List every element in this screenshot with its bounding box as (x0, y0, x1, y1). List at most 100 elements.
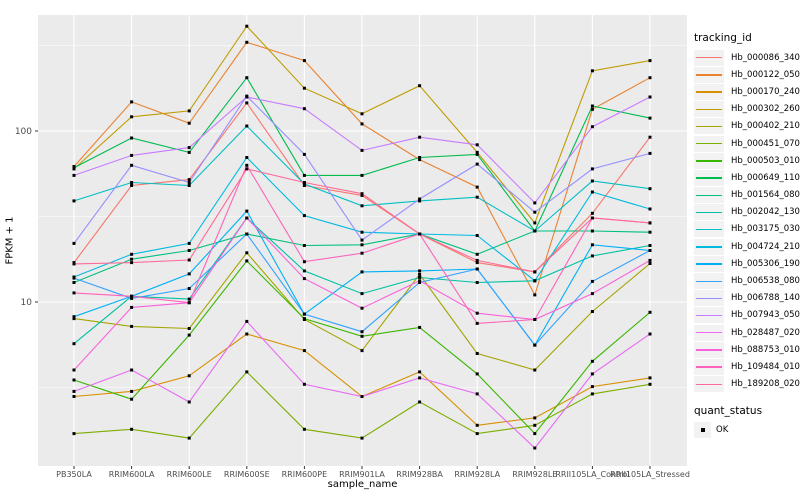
data-point-marker (360, 243, 364, 247)
data-point-marker (302, 173, 306, 177)
legend-key-line-icon (694, 307, 724, 324)
x-tick-label: RRIM928LA (454, 470, 500, 479)
data-point-marker (475, 162, 479, 166)
data-point-marker (590, 372, 594, 376)
data-point-marker (648, 221, 652, 225)
data-point-marker (418, 325, 422, 329)
data-point-marker (360, 270, 364, 274)
data-point-marker (245, 40, 249, 44)
data-point-marker (475, 143, 479, 147)
data-point-marker (187, 297, 191, 301)
data-point-marker (360, 330, 364, 334)
data-point-marker (533, 368, 537, 372)
data-point-marker (72, 317, 76, 321)
legend-item-label: Hb_005306_190 (731, 258, 800, 269)
data-point-marker (302, 260, 306, 264)
legend-item-Hb_004724_210: Hb_004724_210 (694, 238, 800, 255)
data-point-marker (360, 193, 364, 197)
legend-key-line-icon (694, 273, 724, 290)
data-point-marker (302, 312, 306, 316)
data-point-marker (72, 389, 76, 393)
data-point-marker (590, 279, 594, 283)
data-point-marker (590, 104, 594, 108)
data-point-marker (187, 184, 191, 187)
data-point-marker (245, 163, 249, 167)
legend-items-tracking: Hb_000086_340 Hb_000122_050 Hb_000170_240 H… (694, 49, 800, 393)
data-point-marker (245, 319, 249, 323)
data-point-marker (187, 178, 191, 182)
data-point-marker (418, 199, 422, 203)
legend-item-label: Hb_002042_130 (731, 207, 800, 218)
data-point-marker (130, 305, 134, 309)
data-point-marker (302, 214, 306, 218)
data-point-marker (130, 368, 134, 372)
data-point-marker (130, 153, 134, 157)
data-point-marker (72, 199, 76, 203)
legend-item-label: Hb_000086_340 (731, 52, 800, 63)
data-point-marker (360, 192, 364, 196)
data-point-marker (187, 436, 191, 440)
data-point-marker (72, 315, 76, 319)
data-point-marker (245, 101, 249, 105)
data-point-marker (648, 376, 652, 380)
data-point-marker (187, 258, 191, 262)
data-point-marker (590, 359, 594, 363)
data-point-marker (245, 167, 249, 171)
legend-item-label: Hb_028487_020 (731, 327, 800, 338)
data-point-marker (648, 382, 652, 386)
data-point-marker (590, 190, 594, 194)
data-point-marker (245, 95, 249, 99)
legend-key-line-icon (694, 152, 724, 169)
legend-item-label: Hb_004724_210 (731, 241, 800, 252)
y-tick-label: 10 (21, 298, 33, 308)
legend-key-line-icon (694, 135, 724, 152)
legend-item-quant-ok: OK (694, 422, 800, 439)
data-point-marker (648, 262, 652, 265)
data-point-marker (360, 292, 364, 296)
data-point-marker (187, 374, 191, 378)
data-point-marker (130, 397, 134, 401)
data-point-marker (130, 181, 134, 184)
legend-item-label: Hb_006538_080 (731, 276, 800, 287)
data-point-marker (418, 400, 422, 404)
data-point-marker (648, 332, 652, 336)
data-point-marker (475, 392, 479, 396)
data-point-marker (187, 272, 191, 276)
data-point-marker (302, 349, 306, 353)
data-point-marker (648, 151, 652, 155)
legend-item-label: Hb_006788_140 (731, 293, 800, 304)
data-point-marker (245, 124, 249, 128)
legend-item-Hb_000402_210: Hb_000402_210 (694, 118, 800, 135)
data-point-marker (590, 69, 594, 73)
legend-item-Hb_028487_020: Hb_028487_020 (694, 324, 800, 341)
legend-item-Hb_000170_240: Hb_000170_240 (694, 83, 800, 100)
data-point-marker (418, 158, 422, 162)
data-point-marker (72, 342, 76, 346)
legend-item-label: Hb_109484_010 (731, 361, 800, 372)
quant-ok-label: OK (716, 425, 729, 436)
data-point-marker (187, 241, 191, 245)
data-point-marker (648, 135, 652, 139)
x-tick-label: RRIM928BA (396, 470, 443, 479)
legend-key-line-icon (694, 221, 724, 238)
data-point-marker (418, 232, 422, 236)
legend-key-line-icon (694, 118, 724, 135)
data-point-marker (533, 210, 537, 214)
data-point-marker (475, 311, 479, 315)
data-point-marker (418, 370, 422, 374)
data-point-marker (418, 376, 422, 380)
legend-key-line-icon (694, 187, 724, 204)
data-point-marker (475, 352, 479, 355)
legend-item-Hb_001564_080: Hb_001564_080 (694, 187, 800, 204)
data-point-marker (360, 230, 364, 234)
data-point-marker (418, 269, 422, 273)
legend-key-line-icon (694, 376, 724, 393)
data-point-marker (590, 229, 594, 233)
data-point-marker (302, 59, 306, 63)
data-point-marker (475, 267, 479, 271)
data-point-marker (475, 281, 479, 284)
data-point-marker (187, 327, 191, 330)
x-tick-label: RRIM928LE (512, 470, 557, 479)
data-point-marker (590, 179, 594, 183)
data-point-marker (360, 238, 364, 242)
